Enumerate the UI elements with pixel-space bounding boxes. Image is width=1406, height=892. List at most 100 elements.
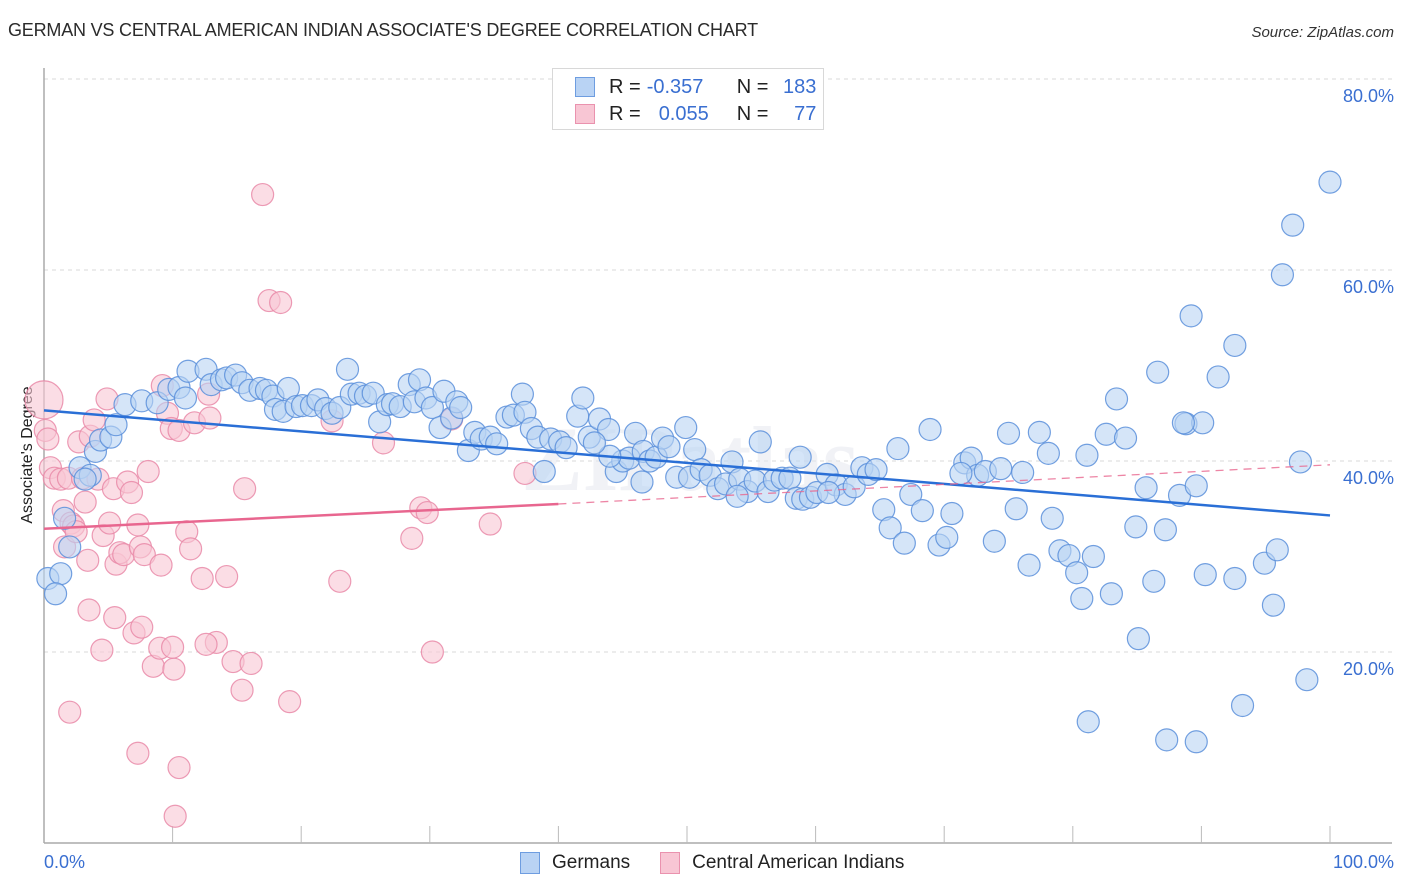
- cai-point: [73, 490, 97, 514]
- german-point: [1070, 586, 1094, 611]
- cai-point: [132, 542, 156, 567]
- legend-label-central-american-indians: Central American Indians: [692, 852, 905, 873]
- german-point: [1011, 460, 1035, 485]
- german-point: [949, 461, 973, 486]
- german-point: [1223, 333, 1247, 358]
- cai-point: [190, 566, 214, 591]
- n-value: 183: [783, 75, 817, 98]
- cai-point: [328, 569, 352, 593]
- german-point: [571, 386, 595, 410]
- german-point: [449, 395, 473, 420]
- cai-point: [371, 431, 396, 455]
- german-point: [1036, 441, 1060, 465]
- cai-point: [77, 598, 101, 622]
- german-point: [58, 535, 82, 559]
- german-point: [1261, 593, 1286, 617]
- german-point: [1318, 170, 1342, 194]
- germans-swatch: [520, 852, 540, 874]
- german-point: [1017, 553, 1041, 577]
- y-tick-label-60: 60.0%: [1342, 277, 1394, 297]
- german-point: [1223, 566, 1247, 591]
- germans-trend-line: [43, 409, 1331, 517]
- german-point: [49, 562, 73, 586]
- r-value: -0.357: [646, 75, 704, 98]
- german-point: [173, 386, 198, 410]
- german-point: [878, 516, 902, 540]
- german-point: [1153, 518, 1177, 542]
- cai-point: [130, 615, 154, 639]
- german-point: [1081, 544, 1105, 569]
- y-tick-label-40: 40.0%: [1342, 468, 1394, 488]
- cai-point: [269, 290, 293, 315]
- r-label: R =: [609, 75, 641, 98]
- cai-point: [233, 477, 257, 501]
- cai-point: [97, 511, 122, 535]
- central-american-indians-points: [24, 182, 537, 828]
- german-point: [1270, 263, 1295, 287]
- german-point: [335, 357, 360, 381]
- german-point: [596, 417, 621, 442]
- cai-point: [103, 606, 127, 630]
- german-point: [1142, 569, 1166, 593]
- german-point: [1076, 710, 1100, 734]
- germans-swatch: [575, 77, 595, 97]
- german-point: [554, 436, 578, 460]
- german-point: [899, 482, 923, 507]
- series-legend: Germans Central American Indians: [520, 852, 934, 874]
- cai-point: [513, 461, 537, 486]
- german-point: [1027, 420, 1051, 444]
- legend-item-germans[interactable]: Germans: [520, 852, 630, 874]
- germans-points: [36, 170, 1342, 754]
- r-value: 0.055: [658, 102, 709, 125]
- r-label: R =: [609, 102, 641, 125]
- legend-item-central-american-indians[interactable]: Central American Indians: [660, 852, 904, 874]
- n-value: 77: [794, 102, 817, 125]
- cai-point: [478, 512, 502, 536]
- cai-point: [82, 408, 106, 432]
- cai-point: [36, 427, 60, 451]
- axes: [43, 68, 1392, 844]
- german-point: [989, 457, 1013, 481]
- german-point: [748, 430, 772, 454]
- german-point: [1265, 538, 1289, 562]
- cai-point: [194, 632, 218, 656]
- german-point: [1230, 693, 1255, 718]
- german-point: [630, 470, 654, 494]
- german-point: [940, 501, 964, 526]
- cai-point: [90, 638, 114, 662]
- german-point: [485, 432, 509, 456]
- trend-lines: [43, 409, 1331, 531]
- german-point: [1206, 365, 1230, 389]
- german-point: [1124, 515, 1148, 539]
- german-point: [532, 459, 556, 484]
- german-point: [1193, 563, 1217, 587]
- central-american-indians-swatch: [660, 852, 681, 874]
- german-point: [1184, 474, 1208, 498]
- cai-point: [76, 548, 100, 572]
- german-point: [1155, 728, 1179, 752]
- legend-row-germans: R = -0.357 N = 183: [575, 75, 816, 99]
- german-point: [1171, 411, 1195, 435]
- german-point: [1126, 627, 1150, 651]
- cai-point: [230, 678, 254, 702]
- german-point: [788, 445, 812, 469]
- german-point: [73, 467, 97, 491]
- german-point: [420, 395, 444, 420]
- german-point: [1134, 476, 1158, 500]
- cai-point: [163, 804, 187, 828]
- cai-point: [400, 526, 424, 550]
- central-american-indians-swatch: [575, 104, 595, 124]
- cai-point: [415, 500, 439, 525]
- n-label: N =: [736, 102, 769, 125]
- german-point: [1179, 304, 1203, 328]
- german-point: [1075, 443, 1099, 467]
- legend-label-germans: Germans: [552, 852, 631, 873]
- german-point: [1065, 561, 1089, 585]
- german-point: [1099, 582, 1123, 606]
- german-point: [1288, 450, 1313, 474]
- german-point: [683, 437, 707, 462]
- german-point: [582, 431, 607, 455]
- gridlines: [44, 78, 1392, 653]
- german-point: [657, 435, 681, 459]
